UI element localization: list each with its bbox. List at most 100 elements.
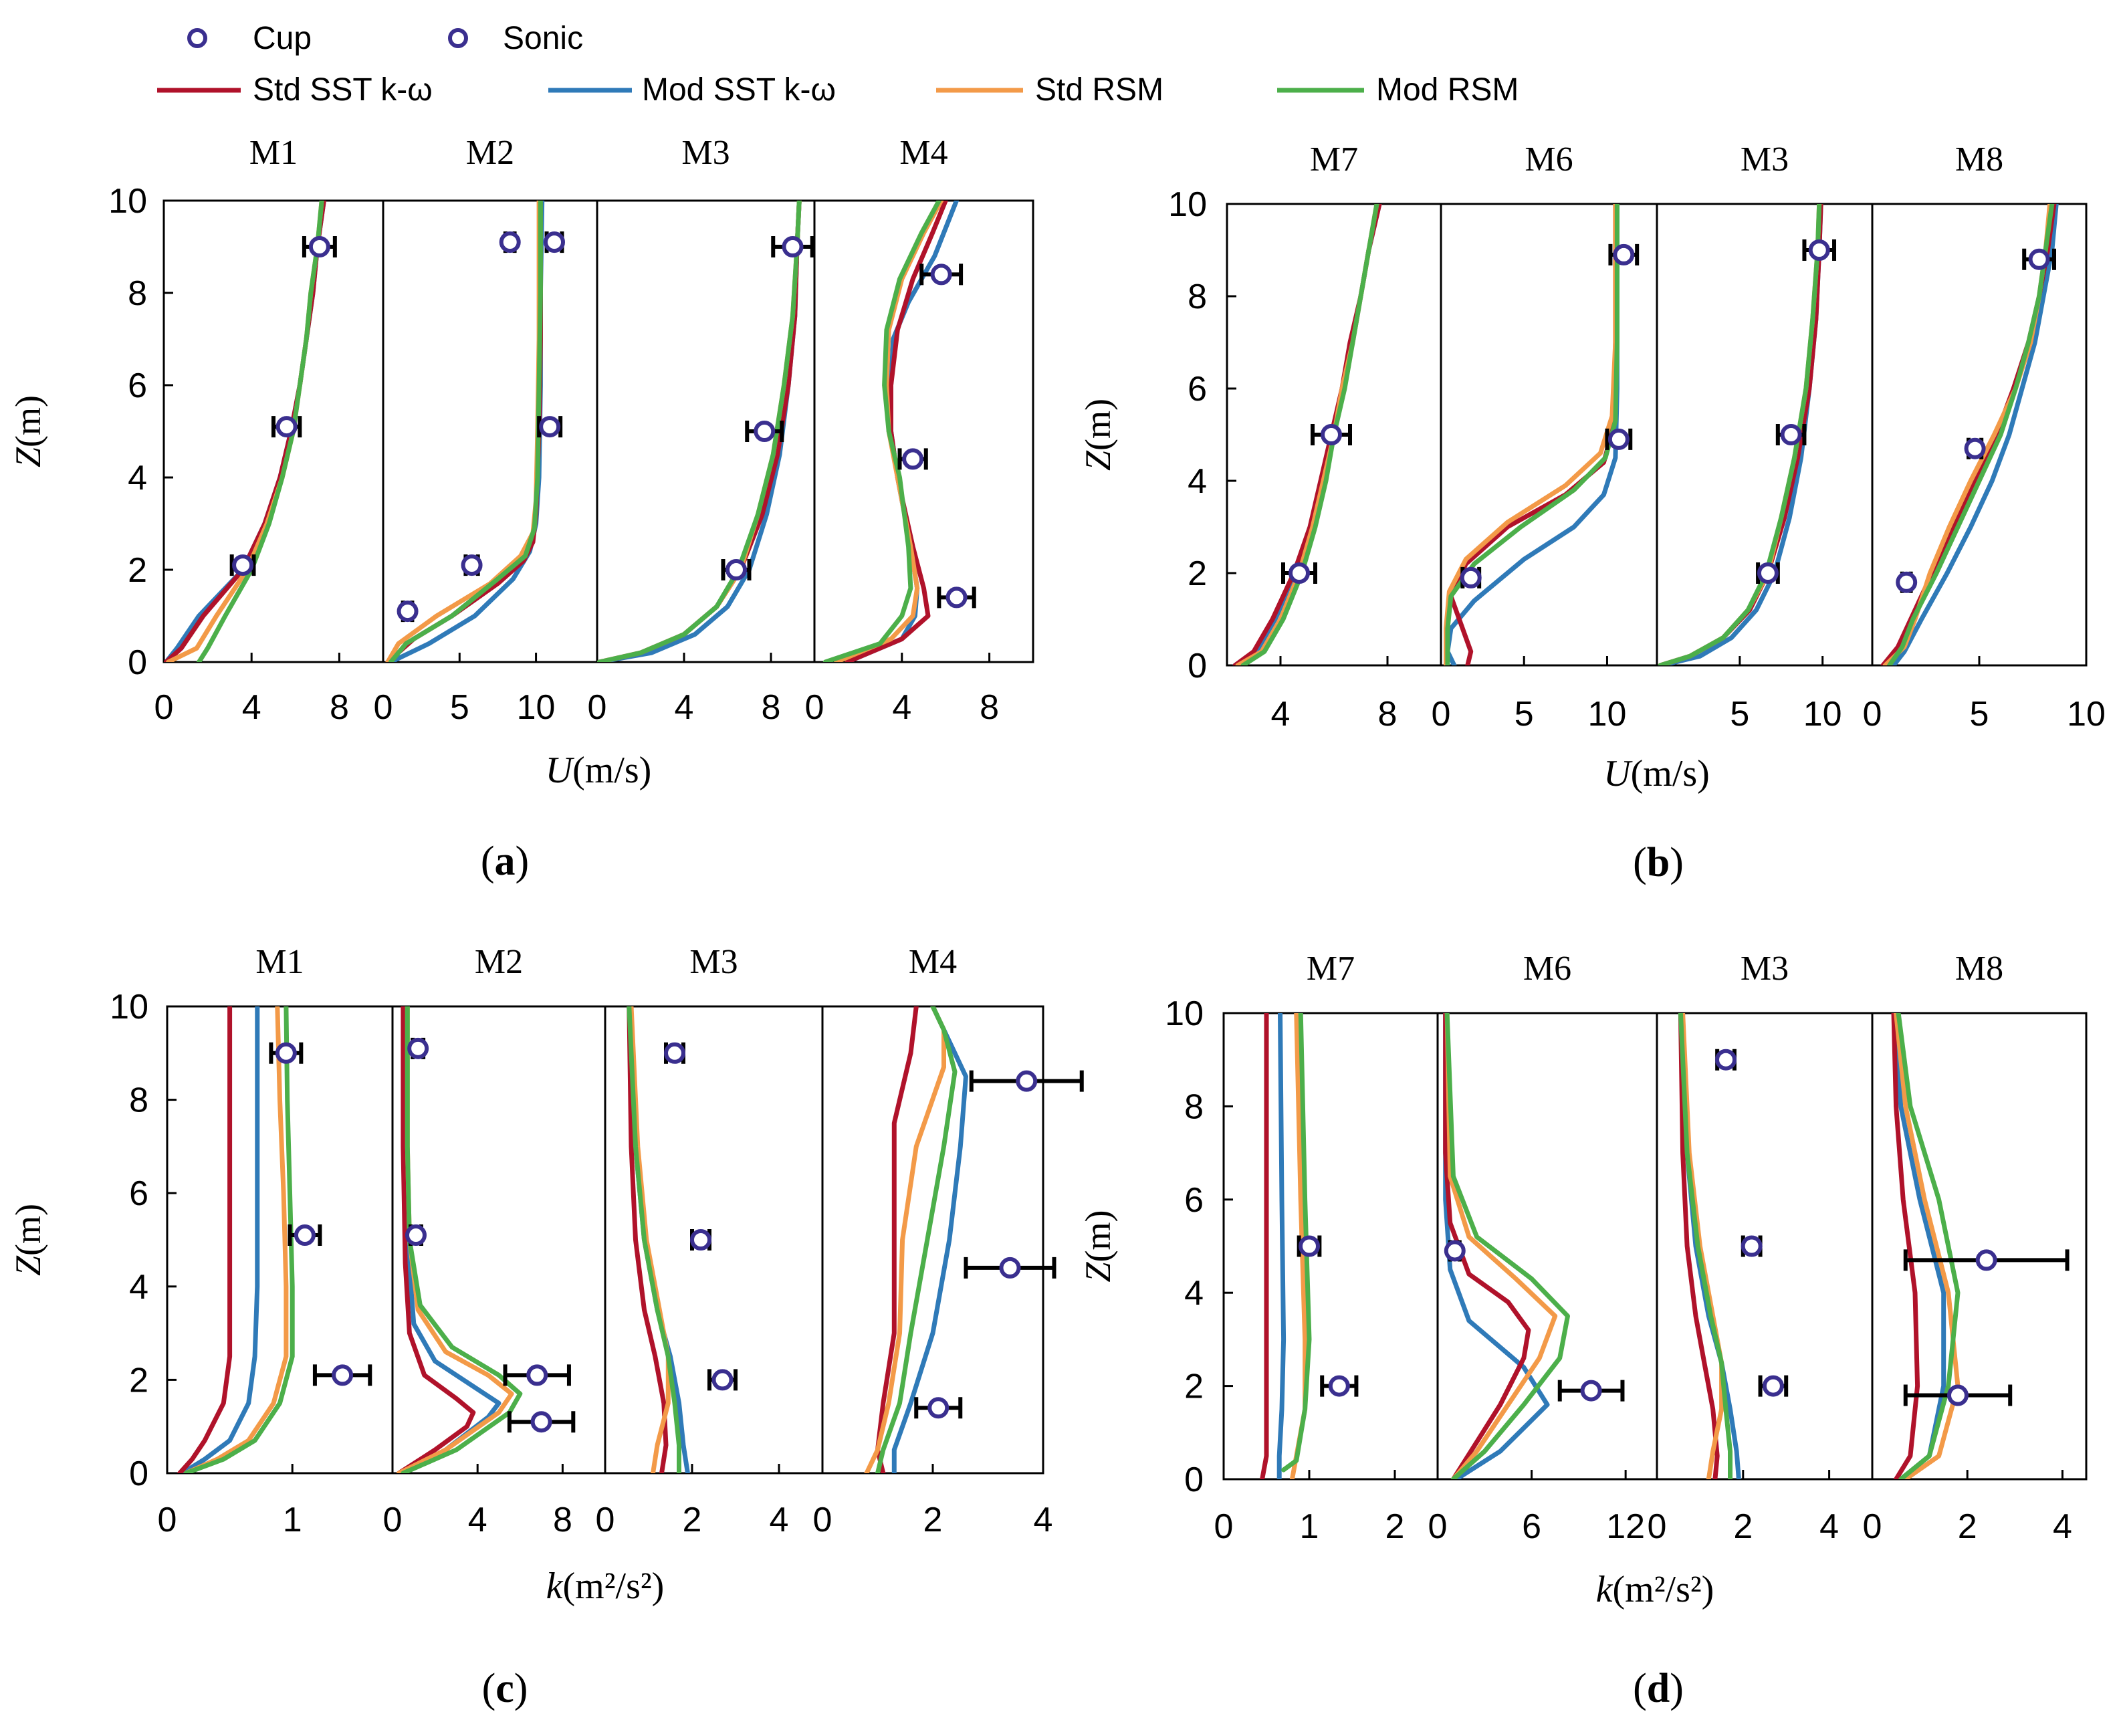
- cup-measurement: [707, 1369, 738, 1391]
- series-line-mod-rsm: [1281, 1013, 1312, 1473]
- subplot-title: M8: [1955, 950, 2003, 988]
- cup-measurement: [1605, 428, 1633, 450]
- cup-marker: [308, 236, 330, 257]
- series-line-mod-rsm: [197, 201, 324, 662]
- sonic-marker: [1896, 571, 1918, 593]
- series-line-std-sst: [397, 1006, 476, 1473]
- cup-measurement: [1758, 1375, 1789, 1397]
- subplot-m3: M3 0 2 4: [596, 943, 824, 1539]
- x-tick-label: 12: [1606, 1507, 1645, 1546]
- y-tick-label: 6: [128, 366, 147, 405]
- y-tick-label: 2: [129, 1361, 148, 1400]
- subplot-frame: [382, 199, 598, 663]
- legend-sonic-label: Sonic: [503, 21, 583, 56]
- subplot-frame: [813, 199, 1034, 663]
- subplot-title: M3: [1741, 950, 1789, 988]
- y-tick-label: 6: [129, 1174, 148, 1213]
- subplot-m4: M4 0 2 4: [813, 943, 1084, 1539]
- x-tick-label: 4: [892, 688, 911, 727]
- cup-measurement: [1903, 1249, 2070, 1271]
- subplot-title: M3: [1741, 140, 1789, 179]
- cup-marker: [754, 421, 776, 442]
- x-tick-label: 0: [596, 1501, 615, 1539]
- subplot-m7: M7 0 1 2: [1214, 950, 1439, 1546]
- series-line-std-rsm: [1882, 204, 2053, 665]
- y-tick-label: 6: [1184, 1181, 1204, 1220]
- cup-marker: [294, 1224, 316, 1246]
- x-tick-label: 5: [1515, 695, 1534, 734]
- subplot-m3: M3 0 4 8: [588, 134, 816, 727]
- subplot-m7: M7 4 8: [1226, 140, 1442, 734]
- sonic-measurement: [407, 1037, 429, 1059]
- series-line-std-rsm: [864, 1006, 946, 1473]
- subplot-m6: M6 0 6 12: [1428, 950, 1658, 1546]
- x-tick-label: 2: [923, 1501, 943, 1539]
- x-tick-label: 4: [242, 688, 261, 727]
- y-tick-label: 0: [1184, 1460, 1204, 1499]
- cup-measurement: [1608, 243, 1640, 265]
- cup-marker: [1607, 428, 1630, 450]
- x-tick-label: 4: [1034, 1501, 1053, 1539]
- series-line-std-rsm: [1444, 204, 1618, 665]
- x-tick-label: 4: [1271, 695, 1291, 734]
- series-line-mod-rsm: [875, 1006, 958, 1473]
- series-line-std-sst: [177, 1006, 233, 1473]
- series-line-std-sst: [1260, 1013, 1269, 1479]
- series-line-mod-rsm: [1240, 204, 1379, 665]
- cup-measurement: [288, 1224, 322, 1246]
- y-tick-label: 10: [110, 988, 148, 1026]
- y-axis-label: Z(m): [8, 395, 48, 467]
- cup-marker: [275, 416, 298, 438]
- y-tick-label: 6: [1188, 370, 1207, 409]
- subplot-m2: M2 0 4 8: [383, 943, 606, 1539]
- cup-measurement: [1297, 1235, 1322, 1257]
- x-tick-label: 0: [1648, 1507, 1667, 1546]
- subplot-frame: [1871, 203, 2088, 667]
- cup-measurement: [897, 448, 928, 470]
- x-tick-label: 0: [1863, 695, 1882, 734]
- series-line-mod-sst: [388, 201, 545, 662]
- cup-measurement: [2022, 248, 2056, 270]
- cup-marker: [1016, 1070, 1038, 1092]
- cup-marker: [1613, 243, 1635, 265]
- series-line-mod-sst: [1443, 1013, 1550, 1479]
- cup-marker: [1289, 562, 1310, 584]
- legend-cup-label: Cup: [253, 21, 312, 56]
- series-line-mod-rsm: [401, 1006, 523, 1473]
- x-axis-label: U(m/s): [546, 750, 652, 791]
- cup-measurement: [664, 1042, 685, 1064]
- y-tick-label: 0: [1188, 647, 1207, 685]
- x-tick-label: 0: [805, 688, 824, 727]
- subplot-m3: M3 5 10: [1656, 140, 1874, 734]
- x-tick-label: 2: [1733, 1507, 1753, 1546]
- subplot-frame: [1436, 1012, 1658, 1481]
- cup-marker: [2028, 248, 2050, 270]
- cup-marker: [999, 1257, 1021, 1279]
- series-line-std-sst: [385, 201, 543, 662]
- x-tick-label: 0: [588, 688, 607, 727]
- subplot-m8: M8 0 5 10: [1863, 140, 2106, 734]
- cup-marker: [927, 1397, 950, 1419]
- cup-marker: [1715, 1049, 1737, 1071]
- cup-measurement: [229, 554, 256, 576]
- legend-sonic-marker: [448, 28, 468, 48]
- x-tick-label: 2: [1385, 1507, 1405, 1546]
- cup-marker: [1321, 424, 1342, 445]
- series-line-mod-rsm: [1678, 1013, 1733, 1479]
- sonic-measurement: [690, 1229, 711, 1251]
- cup-marker: [945, 586, 968, 609]
- x-tick-label: 8: [553, 1501, 572, 1539]
- x-tick-label: 0: [1863, 1507, 1882, 1546]
- cup-marker: [1328, 1375, 1350, 1397]
- panel-caption: (b): [1633, 840, 1684, 885]
- y-tick-label: 2: [1184, 1368, 1204, 1406]
- subplot-title: M3: [689, 943, 738, 981]
- panel-caption: (a): [481, 839, 529, 884]
- series-line-mod-rsm: [183, 1006, 295, 1473]
- cup-measurement: [771, 236, 814, 257]
- cup-measurement: [461, 554, 483, 576]
- sonic-measurement: [397, 601, 419, 623]
- x-tick-label: 0: [813, 1501, 832, 1539]
- cup-measurement: [1964, 437, 1986, 459]
